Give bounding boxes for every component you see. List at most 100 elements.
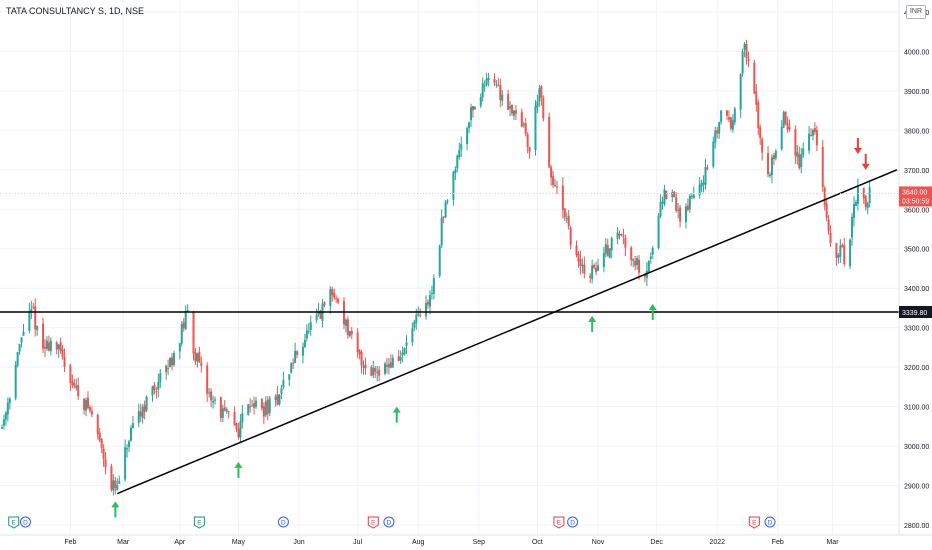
candle-body xyxy=(837,255,840,258)
candle-body xyxy=(729,117,732,129)
candle-body xyxy=(649,256,652,259)
candle-body xyxy=(745,43,748,59)
candle-body xyxy=(673,191,676,198)
candle-body xyxy=(520,112,523,127)
earnings-badge-icon xyxy=(367,516,379,529)
candle-body xyxy=(497,85,500,87)
candle-body xyxy=(98,432,101,441)
level-price-label: 3339.80 xyxy=(902,310,927,317)
candle-body xyxy=(145,396,148,411)
candle-body xyxy=(692,194,695,199)
candle-body xyxy=(141,406,144,418)
candle-body xyxy=(223,407,226,411)
candle-body xyxy=(346,319,349,336)
candles xyxy=(1,40,871,496)
candle-body xyxy=(335,298,338,300)
candle-body xyxy=(866,203,869,209)
candle-body xyxy=(755,91,758,105)
candle-body xyxy=(389,362,392,368)
badge-letter: E xyxy=(371,520,376,527)
symbol-title[interactable]: TATA CONSULTANCY S, 1D, NSE xyxy=(6,6,145,16)
candle-body xyxy=(249,406,252,408)
time-axis[interactable]: Feb Mar Apr May Jun Jul Aug Sep Oct Nov Dec 2022 Feb… xyxy=(64,539,839,546)
badge-letter: D xyxy=(570,520,575,527)
y-tick-label: 3900.00 xyxy=(904,89,929,96)
dividend-badge[interactable]: D xyxy=(383,516,395,528)
earnings-badge[interactable]: E xyxy=(367,516,379,529)
candle-body xyxy=(157,381,160,390)
candle-body xyxy=(442,216,445,218)
earnings-badge[interactable]: E xyxy=(748,516,760,529)
candle-body xyxy=(835,243,838,258)
dividend-badge[interactable]: D xyxy=(764,516,776,528)
candle-body xyxy=(34,306,37,330)
candle-body xyxy=(102,448,105,459)
candle-body xyxy=(210,391,213,401)
up-arrow-icon xyxy=(111,501,120,508)
dividend-badge-icon xyxy=(277,516,289,528)
candle-body xyxy=(360,352,363,366)
candle-body xyxy=(90,410,93,415)
candle-body xyxy=(55,342,58,350)
candle-body xyxy=(255,400,258,407)
candle-body xyxy=(813,128,816,132)
x-tick-label: Apr xyxy=(174,539,186,546)
candle-body xyxy=(2,419,5,426)
candle-body xyxy=(733,108,736,123)
candle-body xyxy=(702,182,705,185)
candle-body xyxy=(663,189,666,205)
candle-body xyxy=(112,480,115,491)
drawings[interactable] xyxy=(0,169,899,495)
earnings-badge[interactable]: E xyxy=(8,516,20,529)
candle-body xyxy=(540,86,543,98)
candle-body xyxy=(43,346,46,349)
candle-body xyxy=(391,357,394,368)
candle-body xyxy=(417,313,420,316)
candle-body xyxy=(659,201,662,217)
candle-body xyxy=(452,171,455,200)
candle-body xyxy=(757,102,760,129)
currency-badge[interactable]: INR xyxy=(906,5,926,19)
candle-body xyxy=(430,293,433,295)
candle-body xyxy=(86,397,89,408)
earnings-badge[interactable]: E xyxy=(193,516,205,529)
y-tick-label: 3800.00 xyxy=(904,128,929,135)
earnings-badge-icon xyxy=(8,516,20,529)
candle-body xyxy=(825,203,828,219)
candle-body xyxy=(73,383,76,387)
up-arrow-icon xyxy=(234,461,243,468)
candle-body xyxy=(75,386,78,389)
candle-body xyxy=(1,427,3,429)
candle-body xyxy=(251,405,254,407)
x-tick-label: Feb xyxy=(772,539,784,546)
candle-body xyxy=(331,289,334,296)
candle-body xyxy=(182,322,185,329)
candle-body xyxy=(301,346,304,356)
badge-letter: E xyxy=(752,520,757,527)
candle-body xyxy=(811,129,814,136)
candle-body xyxy=(839,245,842,257)
earnings-badge-icon xyxy=(748,516,760,529)
dividend-badge[interactable]: D xyxy=(277,516,289,528)
candle-body xyxy=(511,104,514,114)
candle-body xyxy=(581,264,584,267)
candle-body xyxy=(827,219,830,232)
dividend-badge[interactable]: D xyxy=(19,516,31,528)
dividend-badge[interactable]: D xyxy=(567,516,579,528)
candle-body xyxy=(100,438,103,449)
candle-body xyxy=(454,169,457,174)
candle-body xyxy=(700,182,703,187)
candle-body xyxy=(698,184,701,196)
candle-body xyxy=(720,110,723,122)
earnings-badge[interactable]: E xyxy=(553,516,565,529)
candle-body xyxy=(854,202,857,206)
candle-body xyxy=(6,402,9,415)
candle-body xyxy=(42,323,45,349)
candle-body xyxy=(36,325,39,330)
candle-body xyxy=(632,259,635,261)
candle-body xyxy=(333,292,336,298)
price-axis[interactable]: 2800.00 2900.00 3000.00 3100.00 3200.00 3300.… xyxy=(904,10,929,530)
candle-body xyxy=(411,328,414,343)
